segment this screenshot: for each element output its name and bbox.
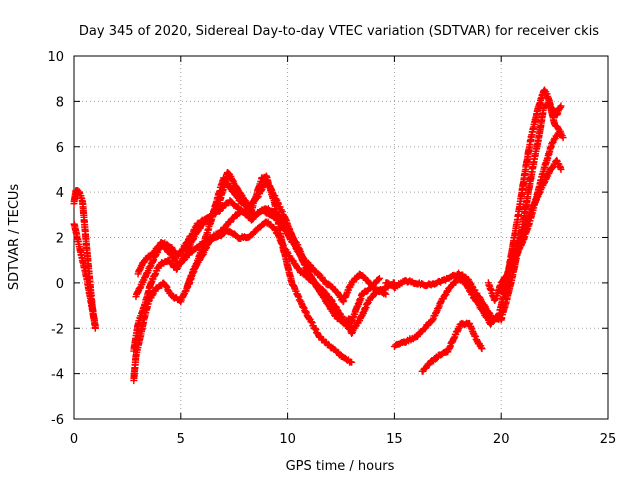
plus-marker xyxy=(368,293,376,301)
plus-marker xyxy=(91,322,99,330)
plus-marker xyxy=(557,165,565,173)
x-tick-labels: 0 5 10 15 20 25 xyxy=(70,432,616,447)
axis-ticks xyxy=(73,55,609,420)
y-tick-label: 6 xyxy=(56,141,64,156)
plus-marker xyxy=(280,219,288,227)
y-tick-labels: -6 -4 -2 0 2 4 6 8 10 xyxy=(47,50,64,428)
series-arc-7 xyxy=(183,205,354,328)
y-tick-label: 0 xyxy=(56,277,64,292)
y-tick-label: 4 xyxy=(56,186,64,201)
y-tick-label: -4 xyxy=(51,368,64,383)
plus-marker xyxy=(346,315,354,323)
plus-marker xyxy=(274,212,282,220)
series-arc-8 xyxy=(382,101,565,324)
series-arc-12 xyxy=(497,129,567,296)
series-arc-5 xyxy=(132,218,383,333)
plus-marker xyxy=(375,274,383,282)
y-tick-label: 8 xyxy=(56,95,64,110)
y-tick-label: -2 xyxy=(51,322,64,337)
y-tick-label: 2 xyxy=(56,232,64,247)
grid-lines xyxy=(74,56,608,419)
x-tick-label: 20 xyxy=(493,432,510,447)
x-tick-label: 5 xyxy=(177,432,185,447)
plus-marker xyxy=(559,134,567,142)
plus-marker xyxy=(478,345,486,353)
plus-marker xyxy=(375,275,383,283)
y-tick-label: -6 xyxy=(51,413,64,428)
y-tick-label: 10 xyxy=(47,50,64,65)
plus-marker xyxy=(382,290,390,298)
chart-title: Day 345 of 2020, Sidereal Day-to-day VTE… xyxy=(79,24,599,39)
x-axis-label: GPS time / hours xyxy=(286,459,395,474)
x-tick-label: 25 xyxy=(600,432,617,447)
plus-marker xyxy=(550,136,558,144)
x-tick-label: 15 xyxy=(386,432,403,447)
data-markers xyxy=(70,86,567,385)
x-tick-label: 0 xyxy=(70,432,78,447)
y-axis-label: SDTVAR / TECUs xyxy=(7,184,22,291)
plus-marker xyxy=(348,358,356,366)
x-tick-label: 10 xyxy=(279,432,296,447)
series-arc-2 xyxy=(70,220,99,330)
series-arc-10 xyxy=(418,319,486,375)
series-arc-6 xyxy=(134,196,398,306)
plus-marker xyxy=(557,102,565,110)
